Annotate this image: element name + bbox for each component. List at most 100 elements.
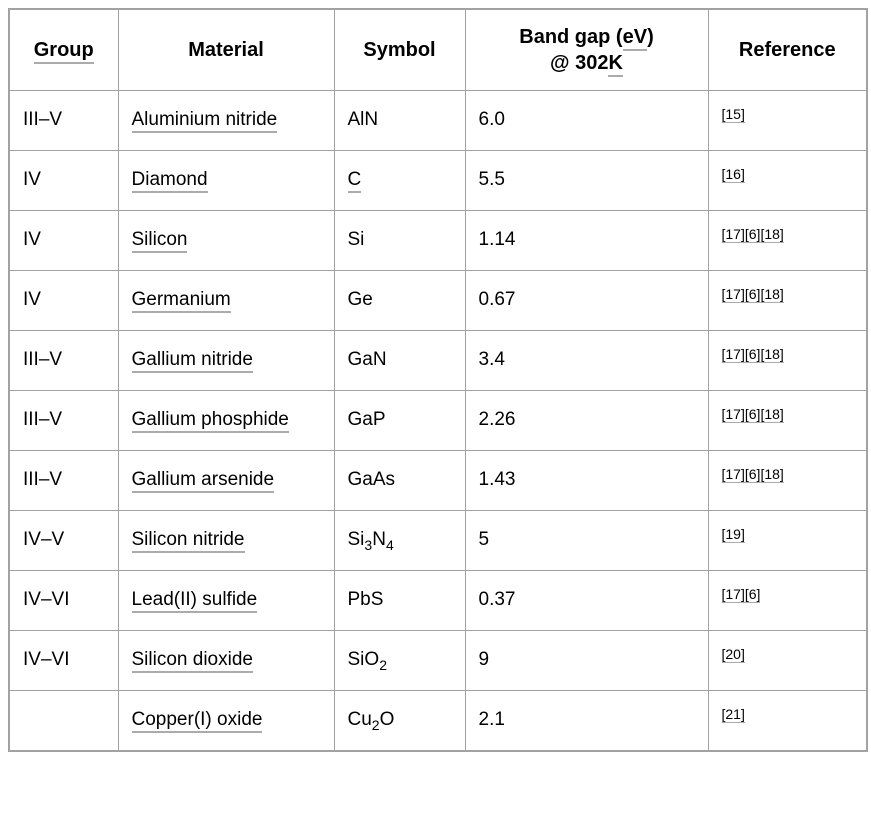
reference-link[interactable]: [6] (744, 586, 761, 604)
symbol-text: Cu2O (347, 709, 395, 734)
symbol-text: Ge (347, 289, 373, 311)
reference-link[interactable]: [18] (760, 286, 784, 304)
reference-sup: [18] (760, 286, 784, 304)
material-link[interactable]: Silicon (131, 229, 188, 254)
symbol-text: SiO2 (347, 649, 387, 674)
reference-link[interactable]: [17] (721, 466, 745, 484)
cell-reference: [17][6] (707, 570, 868, 632)
reference-link[interactable]: [15] (721, 106, 745, 123)
reference-link[interactable]: [16] (721, 166, 745, 184)
reference-sup: [6] (744, 226, 761, 244)
reference-link[interactable]: [21] (721, 706, 745, 724)
reference-sup: [17] (721, 406, 745, 424)
cell-group: III–V (8, 89, 119, 152)
reference-link[interactable]: [17] (721, 406, 745, 424)
cell-group: IV (8, 150, 119, 212)
col-header-material: Material (117, 8, 335, 91)
table-row: Copper(I) oxide Cu2O 2.1 [21] (8, 690, 868, 752)
reference-link[interactable]: [18] (760, 406, 784, 424)
cell-bandgap: 3.4 (464, 330, 709, 392)
reference-link[interactable]: [6] (744, 286, 761, 304)
table-row: IV Silicon Si 1.14 [17][6][18] (8, 210, 868, 272)
material-link[interactable]: Copper(I) oxide (131, 709, 263, 734)
reference-header-label: Reference (738, 39, 836, 61)
material-link[interactable]: Gallium nitride (131, 349, 253, 374)
cell-symbol: Si3N4 (333, 510, 466, 572)
material-link[interactable]: Diamond (131, 169, 208, 194)
reference-link[interactable]: [6] (744, 466, 761, 484)
table-row: III–V Aluminium nitride AlN 6.0 [15] (8, 89, 868, 152)
reference-link[interactable]: [17] (721, 346, 745, 364)
cell-bandgap: 1.43 (464, 450, 709, 512)
reference-sup: [6] (744, 406, 761, 424)
group-header-link[interactable]: Group (33, 39, 94, 64)
cell-material: Silicon (117, 210, 335, 272)
symbol-text: Si (347, 229, 365, 251)
reference-link[interactable]: [6] (744, 406, 761, 424)
reference-sup: [6] (744, 346, 761, 364)
cell-reference: [19] (707, 510, 868, 572)
reference-link[interactable]: [17] (721, 226, 745, 244)
cell-bandgap: 5.5 (464, 150, 709, 212)
material-link[interactable]: Gallium phosphide (131, 409, 289, 434)
cell-bandgap: 0.37 (464, 570, 709, 632)
cell-reference: [16] (707, 150, 868, 212)
reference-sup: [18] (760, 346, 784, 364)
cell-reference: [17][6][18] (707, 450, 868, 512)
cell-reference: [17][6][18] (707, 390, 868, 452)
material-link[interactable]: Aluminium nitride (131, 109, 278, 134)
reference-link[interactable]: [6] (744, 226, 761, 244)
cell-material: Aluminium nitride (117, 89, 335, 152)
reference-sup: [17] (721, 586, 745, 604)
symbol-text: Si3N4 (347, 529, 394, 554)
table-row: III–V Gallium arsenide GaAs 1.43 [17][6][18] (8, 450, 868, 512)
table-row: IV–VI Lead(II) sulfide PbS 0.37 [17][6] (8, 570, 868, 632)
material-link[interactable]: Lead(II) sulfide (131, 589, 258, 614)
reference-link[interactable]: [19] (721, 526, 745, 544)
symbol-text: PbS (347, 589, 384, 611)
cell-symbol: AlN (333, 89, 466, 152)
material-link[interactable]: Germanium (131, 289, 231, 314)
formula-subscript: 3 (364, 537, 373, 554)
col-header-symbol: Symbol (333, 8, 466, 91)
reference-sup: [18] (760, 466, 784, 484)
cell-bandgap: 2.1 (464, 690, 709, 752)
cell-group: IV–VI (8, 630, 119, 692)
ev-link[interactable]: eV (622, 26, 648, 51)
reference-link[interactable]: [17] (721, 586, 745, 604)
symbol-text: GaAs (347, 469, 396, 491)
cell-reference: [17][6][18] (707, 210, 868, 272)
cell-symbol: PbS (333, 570, 466, 632)
reference-link[interactable]: [6] (744, 346, 761, 364)
reference-sup: [6] (744, 286, 761, 304)
cell-material: Gallium arsenide (117, 450, 335, 512)
reference-link[interactable]: [20] (721, 646, 745, 664)
cell-symbol: Ge (333, 270, 466, 332)
table-row: IV–VI Silicon dioxide SiO2 9 [20] (8, 630, 868, 692)
reference-link[interactable]: [18] (760, 346, 784, 364)
reference-sup: [17] (721, 466, 745, 484)
symbol-link[interactable]: C (347, 169, 362, 194)
cell-bandgap: 9 (464, 630, 709, 692)
material-link[interactable]: Silicon dioxide (131, 649, 253, 674)
kelvin-link[interactable]: K (608, 52, 623, 77)
reference-link[interactable]: [18] (760, 226, 784, 244)
cell-group: III–V (8, 450, 119, 512)
symbol-text: GaP (347, 409, 386, 431)
material-link[interactable]: Gallium arsenide (131, 469, 275, 494)
cell-material: Germanium (117, 270, 335, 332)
cell-symbol: Si (333, 210, 466, 272)
cell-group: IV–VI (8, 570, 119, 632)
cell-bandgap: 0.67 (464, 270, 709, 332)
col-header-bandgap: Band gap (eV) @ 302K (464, 8, 709, 91)
cell-reference: [17][6][18] (707, 270, 868, 332)
material-link[interactable]: Silicon nitride (131, 529, 245, 554)
cell-material: Silicon nitride (117, 510, 335, 572)
reference-sup: [6] (744, 586, 761, 604)
cell-symbol: SiO2 (333, 630, 466, 692)
reference-link[interactable]: [17] (721, 286, 745, 304)
reference-sup: [18] (760, 226, 784, 244)
cell-group: IV (8, 210, 119, 272)
reference-link[interactable]: [18] (760, 466, 784, 484)
cell-bandgap: 6.0 (464, 89, 709, 152)
